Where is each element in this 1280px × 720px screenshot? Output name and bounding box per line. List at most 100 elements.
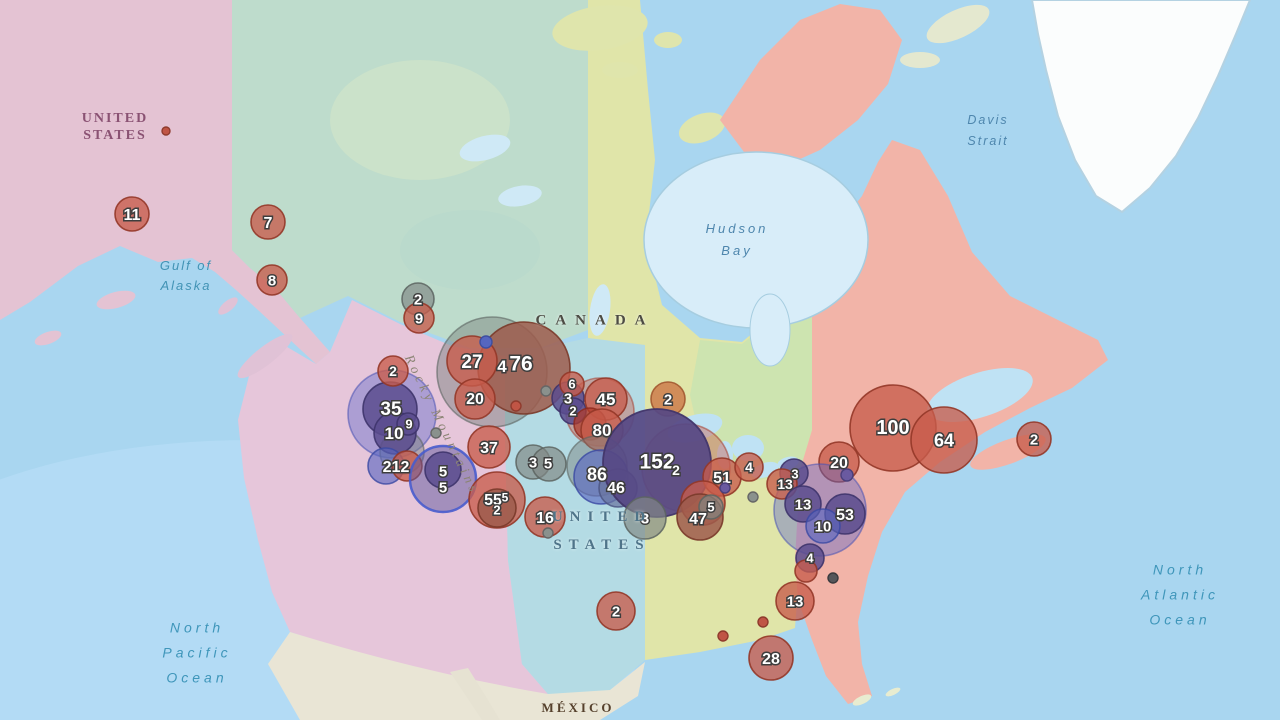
cluster-count-label: 13 bbox=[795, 496, 812, 513]
cluster-count-label: 3 bbox=[791, 467, 798, 482]
island-bahamas-2 bbox=[885, 687, 901, 697]
island-newfoundland bbox=[1012, 336, 1092, 388]
cluster-marker[interactable] bbox=[424, 451, 462, 489]
cluster-count-label: 10 bbox=[385, 424, 404, 443]
island-vancouver bbox=[237, 333, 293, 379]
cluster-count-label: 46 bbox=[607, 480, 625, 497]
cluster-count-label: 37 bbox=[480, 440, 498, 457]
cluster-marker[interactable] bbox=[454, 378, 496, 420]
cluster-count-label: 13 bbox=[787, 593, 804, 610]
point-marker[interactable] bbox=[479, 335, 493, 349]
point-marker[interactable] bbox=[719, 482, 731, 494]
cluster-marker[interactable] bbox=[396, 412, 420, 436]
land-greenland bbox=[1030, 0, 1252, 214]
cluster-count-label: 13 bbox=[777, 476, 793, 492]
cluster-count-label: 16 bbox=[536, 510, 554, 527]
cluster-marker[interactable] bbox=[377, 355, 409, 387]
cluster-marker[interactable] bbox=[477, 488, 517, 528]
cluster-count-label: 2 bbox=[672, 462, 680, 478]
cluster-marker[interactable] bbox=[250, 204, 286, 240]
cluster-marker[interactable] bbox=[734, 452, 764, 482]
cluster-count-label: 20 bbox=[830, 455, 848, 472]
cluster-count-label: 5 bbox=[502, 490, 509, 504]
cluster-count-label: 5 bbox=[707, 500, 714, 515]
point-marker[interactable] bbox=[747, 491, 759, 503]
point-marker[interactable] bbox=[542, 527, 554, 539]
island-small-2 bbox=[654, 32, 682, 48]
cluster-marker[interactable] bbox=[256, 264, 288, 296]
island-baffin bbox=[720, 4, 902, 168]
cluster-count-label: 7 bbox=[264, 215, 273, 232]
cluster-count-label: 2 bbox=[389, 363, 397, 379]
cluster-marker[interactable] bbox=[623, 496, 667, 540]
cluster-count-label: 3 bbox=[564, 390, 572, 407]
cluster-marker[interactable] bbox=[775, 581, 815, 621]
cluster-count-label: 5 bbox=[439, 479, 447, 496]
water-great-bear-lake bbox=[459, 134, 511, 162]
cluster-count-label: 3 bbox=[641, 510, 649, 527]
cluster-count-label: 86 bbox=[587, 464, 607, 484]
cluster-count-label: 4 bbox=[497, 357, 507, 376]
cluster-count-label: 9 bbox=[405, 417, 412, 432]
cluster-count-label: 5 bbox=[544, 455, 552, 472]
point-marker[interactable] bbox=[161, 126, 171, 136]
cluster-marker[interactable] bbox=[559, 371, 585, 397]
island-victoria bbox=[552, 5, 648, 51]
island-southampton bbox=[678, 112, 726, 144]
island-kodiak bbox=[96, 290, 136, 310]
cluster-count-label: 5 bbox=[439, 463, 447, 480]
point-marker[interactable] bbox=[717, 630, 729, 642]
cluster-count-label: 2 bbox=[612, 603, 620, 620]
cluster-count-label: 47 bbox=[689, 511, 707, 528]
point-marker[interactable] bbox=[827, 572, 839, 584]
cluster-count-label: 10 bbox=[815, 518, 832, 535]
land-mexico bbox=[268, 632, 645, 720]
island-small-1 bbox=[602, 62, 638, 78]
cluster-count-label: 53 bbox=[836, 507, 854, 524]
point-marker[interactable] bbox=[757, 616, 769, 628]
cluster-count-label: 35 bbox=[380, 399, 402, 420]
island-ellesmere bbox=[926, 4, 990, 44]
island-devon bbox=[900, 52, 940, 68]
cluster-marker[interactable] bbox=[467, 425, 511, 469]
land-baja bbox=[450, 668, 500, 720]
cluster-marker[interactable] bbox=[910, 406, 978, 474]
cluster-count-label: 2 bbox=[1030, 431, 1038, 448]
cluster-marker[interactable] bbox=[805, 508, 841, 544]
zone-texture-1 bbox=[330, 60, 510, 180]
cluster-count-label: 2 bbox=[664, 391, 672, 408]
point-marker[interactable] bbox=[510, 400, 522, 412]
cluster-count-label: 100 bbox=[876, 417, 909, 439]
point-marker[interactable] bbox=[540, 385, 552, 397]
cluster-count-label: 11 bbox=[124, 207, 141, 224]
water-james-bay bbox=[749, 293, 791, 367]
cluster-count-label: 20 bbox=[466, 391, 484, 408]
cluster-count-label: 9 bbox=[415, 310, 423, 327]
point-marker[interactable] bbox=[840, 468, 854, 482]
cluster-marker[interactable] bbox=[1016, 421, 1052, 457]
cluster-count-label: 80 bbox=[593, 421, 612, 440]
cluster-count-label: 3 bbox=[529, 454, 537, 471]
cluster-count-label: 8 bbox=[268, 272, 276, 289]
zone-texture-2 bbox=[400, 210, 540, 290]
cluster-marker[interactable] bbox=[531, 446, 567, 482]
island-bahamas-1 bbox=[852, 694, 872, 706]
cluster-marker[interactable] bbox=[794, 559, 818, 583]
water-lake-winnipeg bbox=[589, 284, 611, 336]
cluster-count-label: 212 bbox=[383, 459, 410, 476]
island-aleutian bbox=[34, 330, 62, 346]
cluster-marker[interactable] bbox=[698, 494, 724, 520]
water-great-slave-lake bbox=[498, 185, 542, 207]
cluster-count-label: 27 bbox=[461, 352, 482, 373]
cluster-marker[interactable] bbox=[596, 591, 636, 631]
cluster-count-label: 2 bbox=[493, 503, 500, 518]
cluster-marker[interactable] bbox=[403, 302, 435, 334]
point-marker[interactable] bbox=[430, 427, 442, 439]
cluster-count-label: 76 bbox=[509, 353, 532, 376]
cluster-marker[interactable] bbox=[114, 196, 150, 232]
cluster-marker[interactable] bbox=[748, 635, 794, 681]
cluster-count-label: 45 bbox=[597, 390, 616, 409]
